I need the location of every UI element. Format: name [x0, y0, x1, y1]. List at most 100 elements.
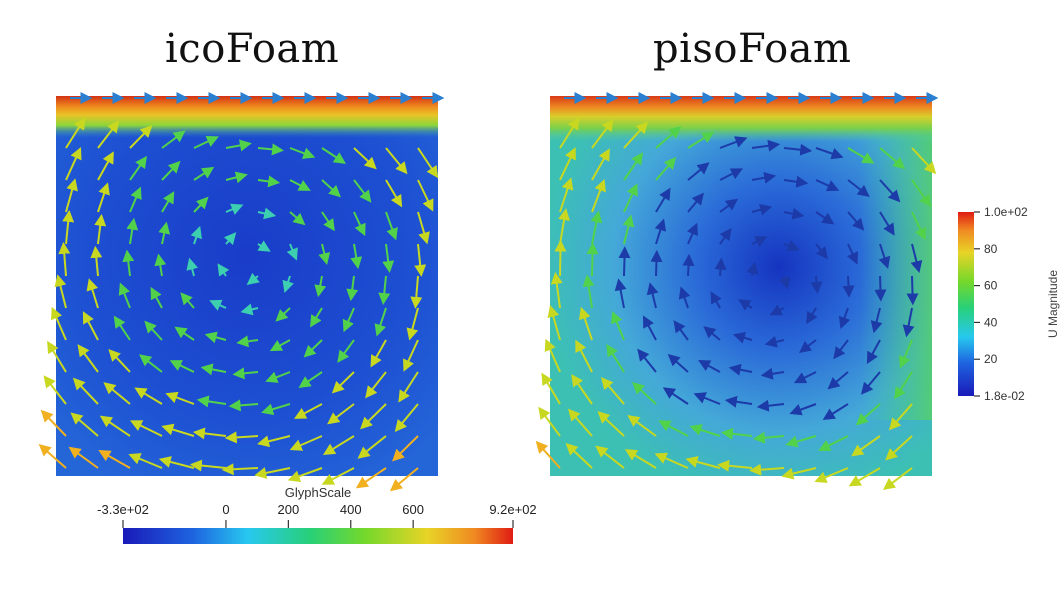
velocity-arrow [851, 435, 881, 457]
velocity-arrow [882, 467, 913, 490]
velocity-arrow [568, 408, 593, 437]
velocity-arrow [225, 203, 244, 215]
velocity-arrow [815, 147, 844, 160]
velocity-arrow [818, 435, 849, 451]
velocity-arrow [662, 387, 689, 405]
velocity-arrow [793, 371, 817, 384]
velocity-arrow [54, 274, 67, 309]
velocity-arrow [269, 339, 291, 352]
velocity-arrow [658, 420, 689, 437]
velocity-arrow [289, 435, 323, 451]
velocity-arrow [129, 186, 142, 213]
velocity-arrow [406, 307, 419, 341]
velocity-arrow [575, 339, 593, 373]
velocity-arrow [906, 275, 919, 306]
velocity-arrow [842, 275, 855, 298]
velocity-arrow [327, 403, 355, 425]
velocity-arrow [732, 331, 753, 344]
velocity-arrow [353, 211, 366, 237]
glyph-scale-tick-label: -3.3e+02 [97, 502, 149, 517]
pisofoam-velocity-arrows [535, 92, 939, 490]
velocity-arrow [655, 156, 677, 181]
velocity-arrow [714, 257, 727, 277]
velocity-arrow [586, 242, 599, 277]
velocity-arrow [370, 339, 387, 368]
velocity-arrow [815, 179, 840, 192]
velocity-arrow [385, 179, 403, 208]
velocity-arrow [717, 459, 753, 472]
velocity-arrow [618, 246, 631, 277]
u-magnitude-tick-label: 20 [984, 352, 998, 366]
velocity-arrow [113, 315, 131, 341]
pisofoam-panel [535, 92, 939, 490]
velocity-arrow [535, 440, 561, 469]
velocity-arrow [687, 162, 710, 181]
velocity-arrow [275, 307, 291, 322]
velocity-arrow [303, 339, 323, 358]
velocity-arrow [254, 467, 291, 479]
velocity-arrow [878, 243, 891, 269]
glyph-scale-bar [123, 528, 513, 544]
velocity-arrow [190, 225, 202, 245]
velocity-arrow [686, 222, 698, 245]
velocity-arrow [257, 207, 277, 220]
velocity-arrow [855, 403, 881, 426]
velocity-arrow [200, 363, 227, 376]
glyph-scale-tick-label: 9.2e+02 [489, 502, 536, 517]
pisofoam-edge-layer [860, 120, 932, 420]
velocity-arrow [360, 403, 387, 430]
velocity-arrow [614, 278, 627, 309]
velocity-arrow [558, 208, 571, 245]
velocity-arrow [62, 209, 75, 245]
velocity-arrow [257, 240, 271, 252]
glyph-scale-tick-label: 0 [222, 502, 229, 517]
velocity-arrow [77, 344, 99, 373]
velocity-arrow [165, 391, 195, 405]
velocity-arrow [687, 131, 715, 149]
velocity-arrow [778, 275, 791, 290]
velocity-arrow [595, 445, 625, 469]
velocity-arrow [225, 139, 252, 152]
velocity-arrow [687, 192, 705, 213]
velocity-arrow [331, 371, 355, 394]
velocity-arrow [353, 147, 377, 170]
velocity-arrow [144, 320, 163, 341]
velocity-arrow [902, 307, 915, 338]
velocity-arrow [601, 377, 625, 405]
velocity-arrow [108, 348, 131, 373]
u-magnitude-tick-label: 60 [984, 279, 998, 293]
velocity-arrow [654, 452, 689, 469]
velocity-arrow [550, 271, 563, 309]
velocity-arrow [398, 371, 419, 403]
velocity-arrow [180, 292, 195, 309]
velocity-arrow [417, 179, 434, 212]
velocity-arrow [591, 148, 610, 181]
velocity-arrow [97, 151, 114, 181]
velocity-arrow [217, 263, 230, 277]
velocity-arrow [894, 371, 913, 400]
velocity-arrow [223, 232, 237, 246]
velocity-arrow [760, 367, 785, 380]
velocity-arrow [225, 171, 248, 184]
velocity-arrow [158, 221, 171, 245]
velocity-arrow [783, 207, 805, 220]
velocity-arrow [158, 456, 195, 469]
velocity-arrow [82, 311, 99, 341]
u-magnitude-title: U Magnitude [1046, 270, 1060, 338]
velocity-arrow [752, 431, 785, 444]
velocity-arrow [224, 431, 259, 444]
glyph-scale-tick-label: 200 [278, 502, 300, 517]
velocity-arrow [783, 240, 800, 252]
velocity-arrow [650, 249, 663, 277]
velocity-arrow [911, 147, 937, 175]
velocity-arrow [888, 403, 913, 431]
velocity-arrow [47, 340, 67, 373]
velocity-arrow [228, 399, 259, 412]
velocity-arrow [749, 463, 785, 476]
velocity-arrow [591, 179, 606, 213]
velocity-arrow [70, 412, 99, 437]
icofoam-lid-layer [56, 96, 438, 138]
velocity-arrow [751, 171, 777, 184]
velocity-arrow [118, 282, 131, 309]
velocity-arrow [719, 198, 739, 213]
